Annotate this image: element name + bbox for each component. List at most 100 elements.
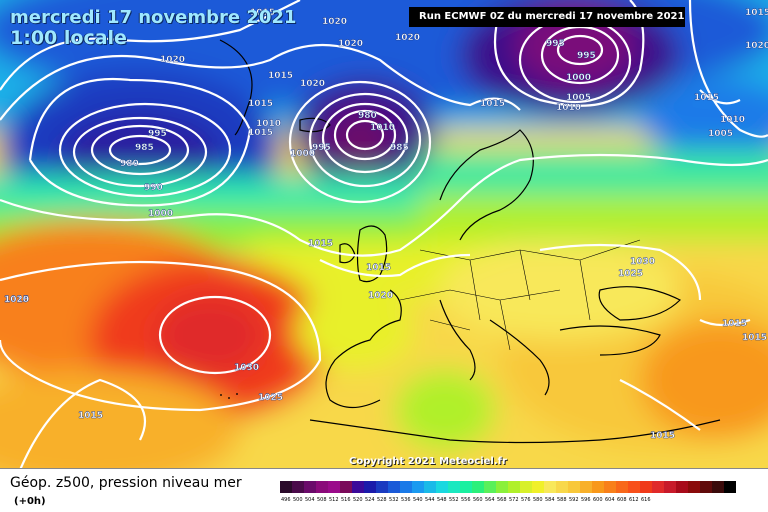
date-label: mercredi 17 novembre 2021 — [10, 7, 297, 28]
scale-tick-label: 580 — [533, 497, 543, 503]
isobar-label: 1015 — [250, 8, 275, 18]
scale-swatch — [448, 481, 460, 493]
weather-map: 1015 1020 1020 1020 1015 1020 1020 995 9… — [0, 0, 768, 468]
isobar-label: 1020 — [745, 41, 768, 51]
scale-swatch — [496, 481, 508, 493]
scale-swatch — [616, 481, 628, 493]
scale-tick-label: 608 — [617, 497, 627, 503]
scale-tick-label: 616 — [641, 497, 651, 503]
scale-tick-label: 532 — [389, 497, 399, 503]
isobar-label: 1015 — [268, 71, 293, 81]
isobar-label: 1015 — [366, 263, 391, 273]
scale-swatch — [628, 481, 640, 493]
scale-tick-label: 536 — [401, 497, 411, 503]
scale-swatch — [388, 481, 400, 493]
scale-swatch — [484, 481, 496, 493]
scale-swatch — [700, 481, 712, 493]
scale-tick-label: 508 — [317, 497, 327, 503]
isobar-label: 1015 — [308, 239, 333, 249]
isobars — [0, 0, 768, 468]
scale-tick-label: 576 — [521, 497, 531, 503]
scale-swatch — [304, 481, 316, 493]
isobar-label: 980 — [358, 111, 377, 121]
map-title: mercredi 17 novembre 2021 1:00 locale — [10, 7, 297, 49]
scale-swatch — [424, 481, 436, 493]
isobar-label: 1015 — [480, 99, 505, 109]
local-time-label: 1:00 locale — [10, 27, 127, 49]
isobar-label: 1025 — [258, 393, 283, 403]
legend-bar: Géop. z500, pression niveau mer (+0h) 49… — [0, 468, 768, 512]
isobar-label: 980 — [120, 159, 139, 169]
scale-swatch — [472, 481, 484, 493]
scale-tick-label: 552 — [449, 497, 459, 503]
scale-swatch — [280, 481, 292, 493]
scale-tick-label: 544 — [425, 497, 435, 503]
scale-tick-label: 540 — [413, 497, 423, 503]
isobar-label: 1020 — [368, 291, 393, 301]
scale-swatch — [592, 481, 604, 493]
copyright-label: Copyright 2021 Meteociel.fr — [349, 456, 507, 467]
isobar-label: 1015 — [248, 128, 273, 138]
scale-tick-label: 592 — [569, 497, 579, 503]
scale-swatch — [400, 481, 412, 493]
scale-tick-label: 512 — [329, 497, 339, 503]
isobar-label: 1010 — [370, 123, 395, 133]
coastlines — [219, 39, 721, 444]
scale-swatch — [328, 481, 340, 493]
scale-swatch — [676, 481, 688, 493]
isobar-label: 1010 — [556, 103, 581, 113]
isobar-label: 1015 — [248, 99, 273, 109]
scale-tick-label: 604 — [605, 497, 615, 503]
isobar-label: 1005 — [566, 93, 591, 103]
scale-tick-label: 560 — [473, 497, 483, 503]
scale-tick-label: 500 — [293, 497, 303, 503]
scale-swatch — [532, 481, 544, 493]
isobar-label: 1000 — [148, 209, 173, 219]
scale-swatch — [520, 481, 532, 493]
scale-swatch — [580, 481, 592, 493]
isobar-label: 1020 — [322, 17, 347, 27]
scale-tick-label: 548 — [437, 497, 447, 503]
isobar-label: 995 — [312, 143, 331, 153]
isobar-label: 1015 — [694, 93, 719, 103]
isobar-label: 1015 — [78, 411, 103, 421]
scale-swatch — [376, 481, 388, 493]
isobar-labels: 1015 1020 1020 1020 1015 1020 1020 995 9… — [4, 8, 768, 441]
isobar-label: 1000 — [290, 149, 315, 159]
scale-tick-label: 572 — [509, 497, 519, 503]
scale-swatch — [292, 481, 304, 493]
scale-tick-label: 600 — [593, 497, 603, 503]
scale-swatch — [652, 481, 664, 493]
isobar-label: 995 — [148, 129, 167, 139]
isobar-label: 985 — [135, 143, 154, 153]
run-info-label: Run ECMWF 0Z du mercredi 17 novembre 202… — [409, 7, 685, 27]
isobar-label: 1025 — [618, 269, 643, 279]
isobar-label: 1015 — [745, 8, 768, 18]
isobar-label: 1015 — [722, 319, 747, 329]
scale-tick-label: 516 — [341, 497, 351, 503]
isobar-label: 1020 — [4, 295, 29, 305]
scale-swatch — [568, 481, 580, 493]
isobar-label: 995 — [577, 51, 596, 61]
scale-tick-label: 528 — [377, 497, 387, 503]
scale-tick-label: 520 — [353, 497, 363, 503]
scale-swatch — [640, 481, 652, 493]
isobar-label: 1000 — [566, 73, 591, 83]
isobar-label: 995 — [546, 39, 565, 49]
isobar-label: 1020 — [300, 79, 325, 89]
scale-swatch — [724, 481, 736, 493]
scale-swatch — [508, 481, 520, 493]
scale-swatch — [688, 481, 700, 493]
scale-swatch — [556, 481, 568, 493]
isobar-label: 1015 — [742, 333, 767, 343]
isobar-label: 990 — [144, 183, 163, 193]
scale-tick-label: 596 — [581, 497, 591, 503]
isobar-label: 1010 — [256, 119, 281, 129]
isobar-label: 1015 — [650, 431, 675, 441]
scale-swatch — [712, 481, 724, 493]
scale-tick-label: 524 — [365, 497, 375, 503]
scale-swatch — [436, 481, 448, 493]
scale-tick-label: 612 — [629, 497, 639, 503]
scale-tick-label: 584 — [545, 497, 555, 503]
